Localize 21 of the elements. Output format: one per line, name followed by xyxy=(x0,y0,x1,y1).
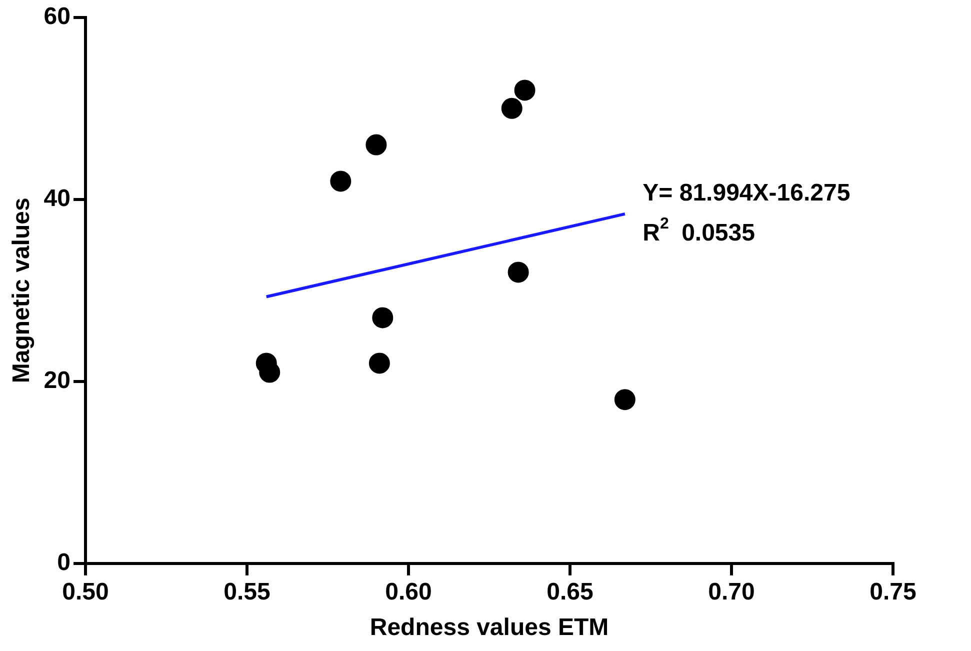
y-tick-label: 0 xyxy=(57,549,70,576)
point xyxy=(372,307,394,328)
point xyxy=(368,352,390,374)
x-tick-label: 0.60 xyxy=(385,578,432,606)
x-tick-label: 0.75 xyxy=(870,578,916,606)
point xyxy=(330,170,352,192)
point xyxy=(614,389,636,410)
annotation: Y= 81.994X-16.275 xyxy=(642,179,850,206)
point xyxy=(514,80,536,101)
y-tick-label: 20 xyxy=(44,367,70,394)
x-tick-label: 0.70 xyxy=(708,578,755,606)
y-tick-label: 40 xyxy=(44,185,70,212)
x-axis-title: Redness values ETM xyxy=(370,614,609,642)
y-tick-label: 60 xyxy=(44,3,70,30)
x-tick-label: 0.65 xyxy=(546,578,594,606)
point xyxy=(501,98,522,119)
point xyxy=(366,134,387,156)
point xyxy=(508,262,529,283)
x-tick-label: 0.50 xyxy=(62,578,109,606)
y-axis-title: Magnetic values xyxy=(8,198,36,384)
x-tick-label: 0.55 xyxy=(224,578,270,606)
